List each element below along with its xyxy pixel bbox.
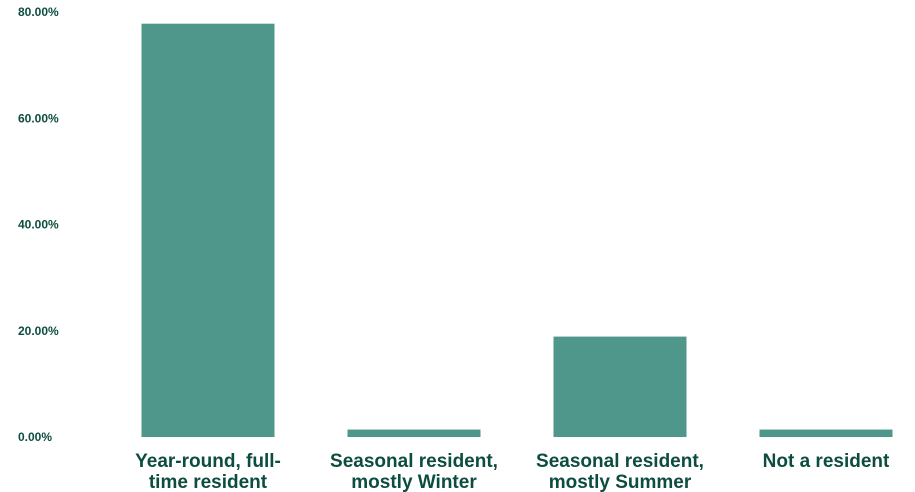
x-category-label-line: Seasonal resident, — [536, 451, 704, 472]
bars — [141, 23, 893, 437]
x-category-label: Not a resident — [763, 451, 890, 472]
x-category-label: Year-round, full-time resident — [135, 451, 281, 492]
y-tick-label: 0.00% — [18, 430, 52, 444]
bar — [759, 429, 893, 437]
y-axis: 0.00% 20.00% 40.00% 60.00% 80.00% — [18, 5, 59, 444]
x-axis: Year-round, full-time resident Seasonal r… — [135, 451, 890, 492]
x-category-label: Seasonal resident, mostly Summer — [536, 451, 704, 492]
y-tick-label: 60.00% — [18, 111, 59, 125]
x-category-label-line: mostly Summer — [549, 472, 692, 492]
x-category-label-line: Seasonal resident, — [330, 451, 498, 472]
bar — [347, 429, 481, 437]
bar — [141, 23, 275, 437]
bar — [553, 336, 687, 437]
y-tick-label: 80.00% — [18, 5, 59, 19]
x-category-label: Seasonal resident, mostly Winter — [330, 451, 498, 492]
x-category-label-line: Not a resident — [763, 451, 890, 472]
y-tick-label: 20.00% — [18, 324, 59, 338]
x-category-label-line: time resident — [149, 472, 268, 492]
x-category-label-line: Year-round, full- — [135, 451, 281, 472]
y-tick-label: 40.00% — [18, 218, 59, 232]
x-category-label-line: mostly Winter — [351, 472, 477, 492]
